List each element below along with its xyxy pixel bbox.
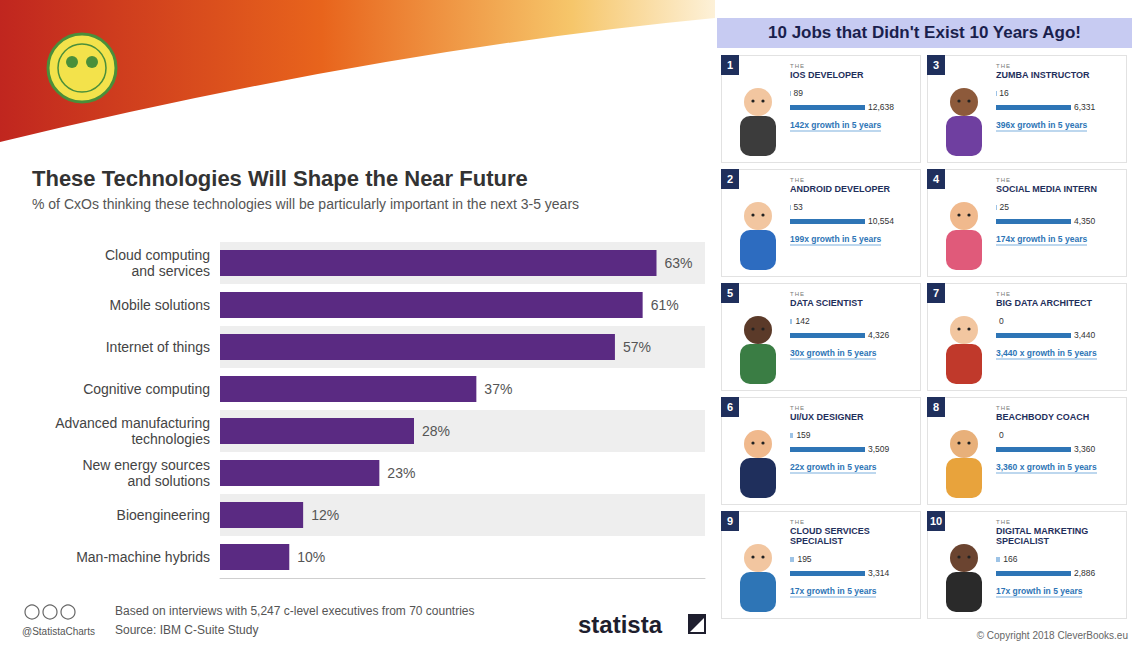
html-text:THE: THE (790, 63, 805, 69)
svg-text:Bioengineering: Bioengineering (117, 507, 210, 523)
svg-text:@StatistaCharts: @StatistaCharts (22, 626, 95, 637)
html-text:9: 9 (726, 515, 734, 527)
html-text:2,886: 2,886 (1074, 568, 1096, 578)
html-text:6: 6 (726, 401, 734, 413)
html-text:DIGITAL MARKETING SPECIALIST: DIGITAL MARKETING SPECIALIST (996, 526, 1089, 546)
html-text:3: 3 (932, 59, 940, 71)
html-text:30x growth in 5 years: 30x growth in 5 years (790, 348, 877, 358)
html-text:10 Jobs that Didn't Exist 10 Y: 10 Jobs that Didn't Exist 10 Years Ago! (768, 23, 1081, 42)
html-text:ANDROID DEVELOPER: ANDROID DEVELOPER (790, 184, 890, 194)
html-text:THE: THE (996, 291, 1011, 297)
html-text:174x growth in 5 years: 174x growth in 5 years (996, 234, 1088, 244)
html-text:THE: THE (996, 63, 1011, 69)
html-text:UI/UX DESIGNER: UI/UX DESIGNER (790, 412, 864, 422)
html-text:SOCIAL MEDIA INTERN: SOCIAL MEDIA INTERN (996, 184, 1097, 194)
html-text:195: 195 (797, 554, 812, 564)
html-text:THE: THE (996, 177, 1011, 183)
html-text:4: 4 (932, 173, 940, 185)
svg-text:Mobile solutions: Mobile solutions (110, 297, 210, 313)
html-text:CLOUD SERVICES SPECIALIST: CLOUD SERVICES SPECIALIST (790, 526, 870, 546)
html-text:53: 53 (793, 202, 803, 212)
html-text:3,360 x growth in 5 years: 3,360 x growth in 5 years (996, 462, 1097, 472)
html-text:199x growth in 5 years: 199x growth in 5 years (790, 234, 882, 244)
svg-text:61%: 61% (651, 297, 679, 313)
html-text:17x growth in 5 years: 17x growth in 5 years (996, 586, 1083, 596)
html-text:3,440 x growth in 5 years: 3,440 x growth in 5 years (996, 348, 1097, 358)
html-text:16: 16 (999, 88, 1009, 98)
svg-text:63%: 63% (665, 255, 693, 271)
svg-text:and services: and services (131, 263, 210, 279)
svg-text:12%: 12% (311, 507, 339, 523)
html-text:3,440: 3,440 (1074, 330, 1096, 340)
html-text:10,554: 10,554 (868, 216, 894, 226)
html-text:10: 10 (929, 515, 943, 527)
html-text:DATA SCIENTIST: DATA SCIENTIST (790, 298, 863, 308)
svg-text:37%: 37% (484, 381, 512, 397)
svg-text:Internet of things: Internet of things (106, 339, 210, 355)
html-text:THE: THE (996, 519, 1011, 525)
html-text:4,326: 4,326 (868, 330, 890, 340)
html-text:5: 5 (726, 287, 734, 299)
html-text:0: 0 (999, 316, 1004, 326)
html-text:142x growth in 5 years: 142x growth in 5 years (790, 120, 882, 130)
html-text:396x growth in 5 years: 396x growth in 5 years (996, 120, 1088, 130)
html-text:THE: THE (790, 291, 805, 297)
html-text:159: 159 (796, 430, 811, 440)
html-text:8: 8 (932, 401, 940, 413)
svg-text:% of CxOs thinking these techn: % of CxOs thinking these technologies wi… (32, 196, 579, 212)
svg-text:Advanced manufacturing: Advanced manufacturing (55, 415, 210, 431)
html-text:12,638: 12,638 (868, 102, 894, 112)
html-text:ZUMBA INSTRUCTOR: ZUMBA INSTRUCTOR (996, 70, 1090, 80)
html-text:17x growth in 5 years: 17x growth in 5 years (790, 586, 877, 596)
html-text:THE: THE (996, 405, 1011, 411)
html-text:IOS DEVELOPER: IOS DEVELOPER (790, 70, 864, 80)
html-text:4,350: 4,350 (1074, 216, 1096, 226)
html-text:3,509: 3,509 (868, 444, 890, 454)
svg-text:technologies: technologies (131, 431, 210, 447)
html-text:THE: THE (790, 519, 805, 525)
html-text:25: 25 (999, 202, 1009, 212)
html-text:166: 166 (1003, 554, 1018, 564)
svg-text:28%: 28% (422, 423, 450, 439)
html-text:2: 2 (726, 173, 734, 185)
svg-text:Source: IBM C-Suite Study: Source: IBM C-Suite Study (115, 623, 258, 637)
html-text:89: 89 (793, 88, 803, 98)
html-text:THE: THE (790, 177, 805, 183)
html-text:1: 1 (726, 59, 734, 71)
html-text:0: 0 (999, 430, 1004, 440)
html-text:3,314: 3,314 (868, 568, 890, 578)
html-text:3,360: 3,360 (1074, 444, 1096, 454)
svg-text:and solutions: and solutions (127, 473, 210, 489)
html-text:THE: THE (790, 405, 805, 411)
svg-text:Cognitive computing: Cognitive computing (83, 381, 210, 397)
svg-text:10%: 10% (297, 549, 325, 565)
svg-text:23%: 23% (387, 465, 415, 481)
svg-text:Cloud computing: Cloud computing (105, 247, 210, 263)
html-text:7: 7 (932, 287, 940, 299)
html-text:142: 142 (795, 316, 810, 326)
svg-text:Based on interviews with 5,247: Based on interviews with 5,247 c-level e… (115, 604, 475, 618)
html-text:BIG DATA ARCHITECT: BIG DATA ARCHITECT (996, 298, 1092, 308)
svg-text:statista: statista (578, 611, 663, 638)
html-text:22x growth in 5 years: 22x growth in 5 years (790, 462, 877, 472)
svg-text:New energy sources: New energy sources (82, 457, 210, 473)
svg-text:Man-machine hybrids: Man-machine hybrids (76, 549, 210, 565)
html-text:© Copyright 2018 CleverBooks.e: © Copyright 2018 CleverBooks.eu (976, 630, 1128, 641)
html-text:6,331: 6,331 (1074, 102, 1096, 112)
html-text:BEACHBODY COACH: BEACHBODY COACH (996, 412, 1090, 422)
svg-text:57%: 57% (623, 339, 651, 355)
svg-text:These Technologies Will Shape: These Technologies Will Shape the Near F… (32, 166, 528, 191)
